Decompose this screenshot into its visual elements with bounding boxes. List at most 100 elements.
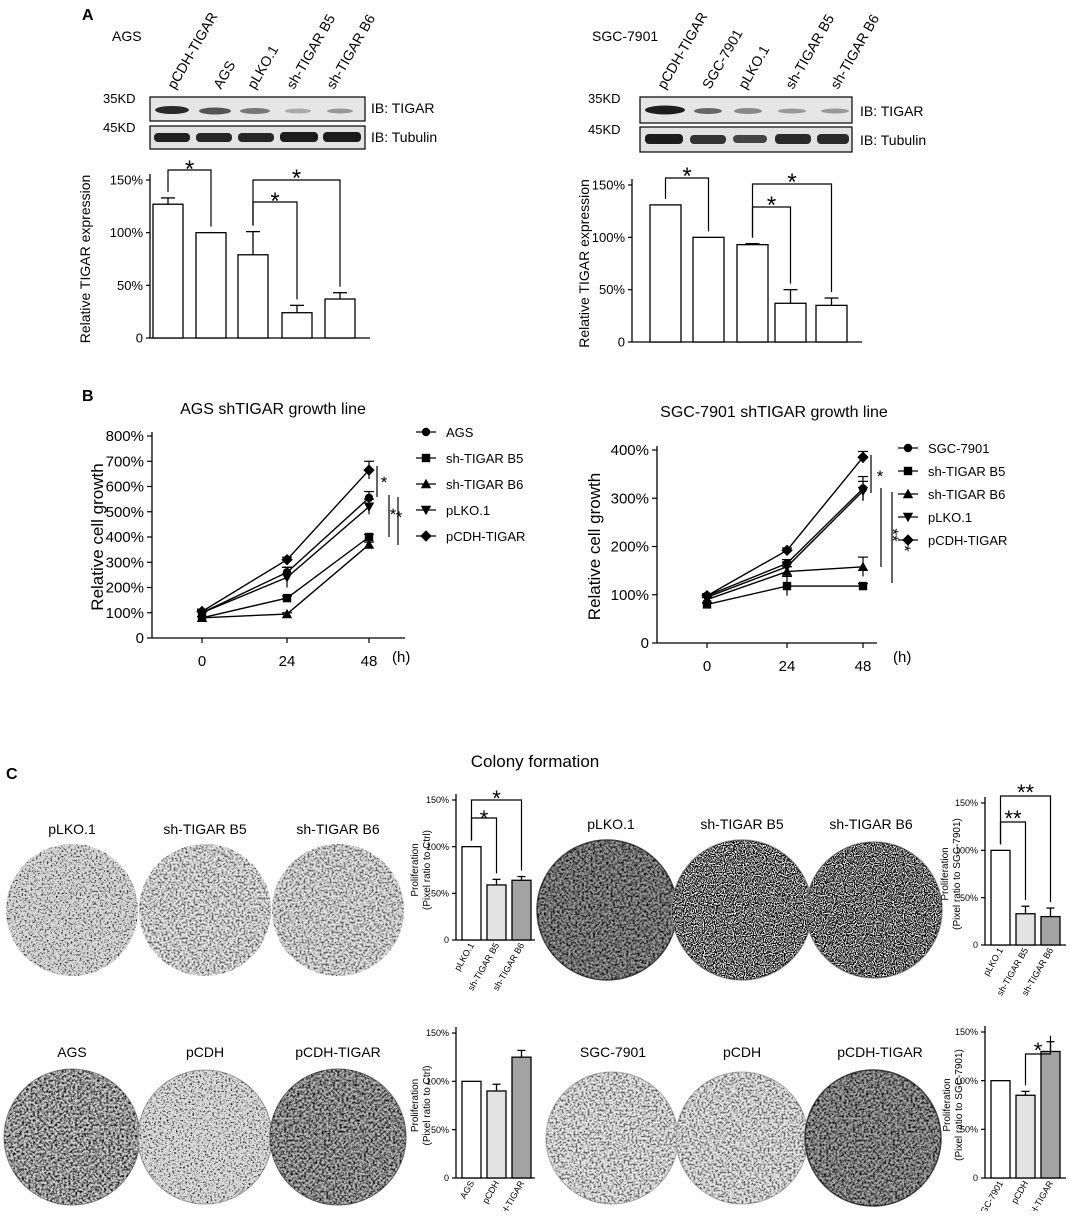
y-tick-label: 0 [444, 1173, 449, 1183]
y-tick-label: 100% [611, 587, 649, 604]
x-axis-unit: (h) [893, 649, 911, 666]
chart-title: SGC-7901 shTIGAR growth line [660, 404, 888, 421]
y-axis-label: Proliferation [942, 1078, 953, 1131]
y-tick-label: 50% [960, 1124, 978, 1134]
kd-marker: 35KD [103, 91, 136, 106]
data-point [420, 505, 432, 516]
plate-label: pCDH-TIGAR [295, 1044, 381, 1060]
significance-label: * [381, 473, 388, 492]
legend-label: SGC-7901 [928, 441, 989, 456]
colony-spots [272, 844, 404, 976]
blot-band [645, 105, 685, 115]
legend-label: sh-TIGAR B6 [928, 487, 1005, 502]
colony-spots [537, 840, 677, 980]
colony-plates-ags: pLKO.1 sh-TIGAR B5 sh-TIGAR B6 AGS pCDH … [3, 821, 407, 1206]
y-tick-label: 150% [955, 798, 978, 808]
y-axis-label: Relative cell growth [88, 463, 107, 610]
x-tick-label: pCDH [480, 1179, 501, 1205]
tigar-expression-chart-sgc: 0 50% 100% 150%Relative TIGAR expression * * * [576, 163, 862, 350]
y-tick-label: 200% [106, 580, 144, 597]
data-point [364, 493, 374, 503]
panel-letter-a: A [82, 7, 94, 24]
colony-spots [6, 844, 138, 976]
bar [486, 884, 507, 941]
y-tick-label: 0 [618, 335, 625, 350]
colony-spots [805, 1070, 941, 1206]
significance-label: * [767, 192, 776, 219]
significance-bracket [1024, 1035, 1052, 1086]
data-point [702, 600, 712, 609]
y-tick-label: 500% [106, 504, 144, 521]
data-point [857, 486, 869, 497]
x-tick-label: AGS [458, 1179, 476, 1200]
significance-bracket [470, 799, 523, 871]
y-axis-label: (Pixel ratio to Ctrl) [422, 1065, 433, 1145]
colony-spots [270, 1069, 406, 1205]
legend-label: AGS [446, 425, 474, 440]
bar [990, 849, 1011, 946]
blot-band [645, 134, 683, 144]
y-tick-label: 50% [431, 888, 449, 898]
series-line [201, 469, 370, 613]
significance-label: * [396, 508, 403, 527]
x-tick-label: 0 [703, 658, 711, 675]
lane-label: AGS [210, 58, 239, 92]
y-tick-label: 100% [110, 225, 144, 240]
colony-chart-sgc-overexpression: 0 50% 100% 150% Proliferation (Pixel ratio to… [942, 1026, 1066, 1216]
data-point [421, 453, 431, 463]
significance-label: * [390, 505, 397, 524]
significance-label: ** [895, 538, 914, 552]
x-tick-label: pCDH [1009, 1179, 1030, 1205]
bar [774, 302, 807, 343]
data-point [902, 488, 914, 499]
blot-band [154, 133, 190, 142]
panel-letter-c: C [6, 766, 18, 783]
kd-marker: 45KD [588, 122, 621, 137]
ib-label: IB: TIGAR [860, 103, 924, 119]
significance-label: * [877, 467, 884, 486]
y-tick-label: 0 [444, 935, 449, 945]
plate-label: sh-TIGAR B6 [829, 816, 912, 832]
blot-cell-line: AGS [112, 28, 142, 44]
bar [486, 1090, 507, 1179]
ib-label: IB: Tubulin [860, 132, 926, 148]
x-axis-unit: (h) [392, 649, 410, 666]
data-point [781, 544, 793, 557]
colony-chart-ags-overexpression: 0 50% 100% 150% Proliferation (Pixel ratio to… [410, 1027, 535, 1216]
significance-bracket [999, 795, 1052, 903]
blot-ags: AGS pCDH-TIGAR AGS pLKO.1 sh-TIGAR B5 sh… [103, 9, 437, 150]
y-axis-label: (Pixel ratio to SGC-7901) [954, 1049, 965, 1161]
significance-label: * [1034, 1038, 1043, 1063]
significance-label: ** [1017, 780, 1035, 805]
bar [649, 204, 682, 343]
data-point [281, 554, 293, 566]
blot-band [280, 132, 318, 142]
legend-label: pLKO.1 [928, 510, 972, 525]
y-tick-label: 50% [117, 278, 143, 293]
blot-band [734, 108, 762, 114]
legend-label: pLKO.1 [446, 503, 490, 518]
data-point [858, 581, 868, 591]
colony-chart-sgc-knockdown: 0 50% 100% 150% Proliferation (Pixel ratio to… [940, 780, 1066, 997]
blot-band [285, 108, 311, 114]
y-tick-label: 0 [973, 940, 978, 950]
y-tick-label: 100% [592, 230, 626, 245]
bar [1040, 1050, 1061, 1179]
y-tick-label: 50% [599, 282, 625, 297]
ib-label: IB: Tubulin [371, 129, 437, 145]
x-tick-label: 48 [855, 658, 872, 675]
y-tick-label: 150% [426, 795, 449, 805]
x-tick-label: pLKO.1 [981, 946, 1005, 977]
chart-title: AGS shTIGAR growth line [180, 401, 366, 418]
y-tick-label: 0 [973, 1173, 978, 1183]
legend-label: sh-TIGAR B6 [446, 477, 523, 492]
colony-chart-ags-knockdown: 0 50% 100% 150% Proliferation (Pixel ratio to… [410, 786, 535, 992]
significance-label: * [480, 806, 489, 831]
significance-label: * [292, 165, 301, 192]
plate-label: pCDH [186, 1044, 224, 1060]
plate-label: sh-TIGAR B5 [700, 816, 783, 832]
data-point [281, 608, 293, 619]
significance-label: ** [1004, 806, 1022, 831]
y-tick-label: 150% [110, 173, 144, 188]
data-point [857, 561, 869, 571]
